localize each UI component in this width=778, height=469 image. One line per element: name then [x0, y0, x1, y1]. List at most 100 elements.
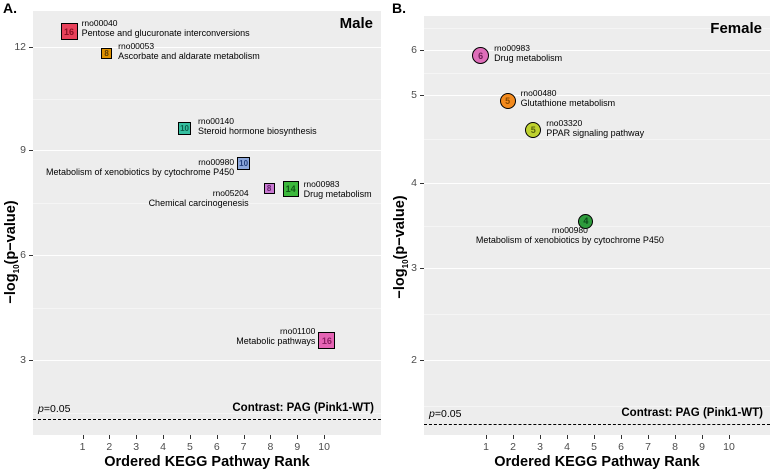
minor-gridline [424, 314, 770, 315]
pathway-marker: 8 [101, 48, 113, 60]
x-tick-label: 2 [106, 441, 113, 453]
y-title-suffix: (p−value) [3, 200, 20, 265]
x-tick-mark [729, 435, 730, 439]
pathway-name: Pentose and glucuronate interconversions [81, 27, 250, 38]
x-tick-mark [243, 435, 245, 439]
y-tick-mark [29, 255, 33, 256]
x-tick-label: 7 [645, 441, 651, 453]
pathway-name: Metabolism of xenobiotics by cytochrome … [46, 166, 235, 177]
minor-gridline [33, 98, 381, 100]
pathway-id: rno03320 [546, 118, 583, 129]
y-tick-label: 4 [411, 177, 417, 189]
x-tick-mark [163, 435, 165, 439]
x-tick-mark [567, 435, 568, 439]
p-threshold-value: =0.05 [434, 408, 462, 421]
significance-threshold-line [424, 424, 770, 426]
x-tick-label: 5 [591, 441, 597, 453]
pathway-id: rno00980 [551, 225, 588, 236]
gene-count: 10 [239, 159, 249, 169]
gene-count: 5 [505, 96, 511, 107]
pathway-label: rno01100 Metabolic pathways [236, 326, 315, 346]
x-tick-label: 6 [213, 441, 220, 453]
pathway-label: rno00980 Metabolism of xenobiotics by cyt… [476, 225, 664, 245]
x-tick-label: 4 [160, 441, 166, 453]
pathway-id: rno00040 [81, 17, 118, 28]
gene-count: 16 [64, 26, 75, 37]
y-tick-mark [420, 50, 424, 51]
gene-count: 10 [180, 123, 189, 133]
y-axis-title: −log10(p−value) [392, 195, 410, 298]
p-threshold-italic-p: p [38, 403, 44, 416]
x-tick-label: 10 [723, 441, 735, 453]
y-tick-label: 6 [411, 44, 417, 56]
y-tick-mark [29, 47, 33, 48]
x-tick-label: 5 [186, 441, 193, 453]
x-tick-label: 2 [510, 441, 516, 453]
gene-count: 6 [478, 50, 484, 61]
y-tick-mark [420, 183, 424, 184]
x-tick-label: 1 [79, 441, 86, 453]
y-tick-mark [29, 150, 33, 151]
major-gridline [424, 183, 770, 184]
x-tick-label: 9 [294, 441, 301, 453]
x-tick-mark [702, 435, 703, 439]
gene-count: 8 [266, 184, 272, 194]
pathway-name: Metabolic pathways [236, 335, 316, 346]
pathway-name: Metabolism of xenobiotics by cytochrome … [475, 235, 664, 246]
minor-gridline [424, 27, 770, 29]
pathway-name: Drug metabolism [494, 52, 563, 63]
y-tick-mark [420, 268, 424, 269]
pathway-id: rno01100 [280, 325, 316, 336]
x-tick-mark [189, 435, 191, 439]
x-tick-mark [324, 435, 326, 439]
panel-letter-label: B. [392, 0, 406, 16]
y-tick-label: 12 [14, 41, 26, 53]
major-gridline [33, 47, 381, 48]
gene-count: 14 [285, 183, 296, 194]
gene-count: 5 [530, 125, 536, 136]
x-tick-mark [486, 435, 487, 439]
x-tick-mark [594, 435, 595, 439]
major-gridline [33, 360, 381, 361]
x-tick-mark [648, 435, 649, 439]
pathway-marker: 10 [178, 121, 192, 135]
y-tick-mark [420, 95, 424, 96]
major-gridline [33, 150, 381, 151]
pathway-name: Ascorbate and aldarate metabolism [118, 50, 260, 61]
pathway-label: rno00480 Glutathione metabolism [521, 88, 616, 108]
panel-sex-title: Female [710, 20, 762, 37]
x-tick-mark [621, 435, 622, 439]
major-gridline [424, 360, 770, 361]
gene-count: 4 [583, 216, 589, 227]
pathway-label: rno05204 Chemical carcinogenesis [149, 188, 249, 208]
pathway-id: rno00053 [118, 40, 155, 51]
p-threshold-value: =0.05 [43, 403, 71, 416]
y-title-subscript: 10 [400, 259, 410, 269]
p-threshold-italic-p: p [429, 408, 435, 421]
x-tick-mark [82, 435, 84, 439]
pathway-marker: 16 [60, 23, 78, 41]
x-tick-mark [540, 435, 541, 439]
minor-gridline [424, 139, 770, 140]
y-tick-label: 3 [20, 354, 26, 366]
pathway-id: rno00983 [303, 178, 340, 189]
x-tick-label: 10 [318, 441, 330, 453]
pathway-marker: 14 [282, 180, 299, 197]
pathway-marker: 16 [318, 332, 336, 350]
contrast-note: Contrast: PAG (Pink1-WT) [621, 407, 763, 420]
significance-threshold-line [33, 419, 381, 421]
pathway-id: rno00480 [520, 88, 557, 99]
y-tick-label: 9 [20, 144, 26, 156]
x-tick-mark [109, 435, 111, 439]
major-gridline [424, 50, 770, 51]
contrast-note: Contrast: PAG (Pink1-WT) [232, 402, 374, 415]
pathway-label: rno00983 Drug metabolism [304, 179, 372, 199]
x-tick-mark [270, 435, 272, 439]
pathway-label: rno00140 Steroid hormone biosynthesis [198, 116, 317, 136]
minor-gridline [33, 307, 381, 309]
x-tick-label: 9 [699, 441, 705, 453]
plot-area [424, 16, 770, 435]
x-tick-mark [675, 435, 676, 439]
x-tick-label: 4 [564, 441, 570, 453]
panel-female: p=0.05 Contrast: PAG (Pink1-WT) 1 2 3 4 5 6 7 8 9 1… [392, 0, 770, 469]
